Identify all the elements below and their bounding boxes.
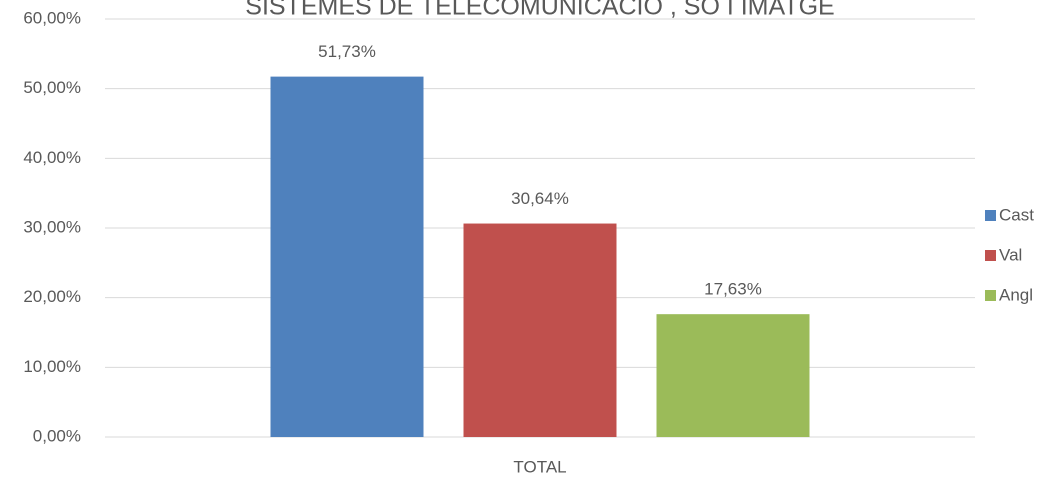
legend-label: Val — [999, 245, 1022, 264]
x-tick-label: TOTAL — [513, 457, 566, 476]
bar — [270, 76, 424, 438]
value-label: 51,73% — [318, 42, 376, 61]
y-tick-label: 10,00% — [23, 357, 81, 376]
y-tick-label: 50,00% — [23, 78, 81, 97]
legend-label: Angl — [999, 285, 1033, 304]
value-label: 30,64% — [511, 189, 569, 208]
chart-title: SISTEMES DE TELECOMUNICACIÓ , SO I IMATG… — [245, 0, 834, 21]
value-label: 17,63% — [704, 280, 762, 299]
legend-swatch — [985, 290, 996, 301]
legend-swatch — [985, 210, 996, 221]
y-tick-label: 40,00% — [23, 148, 81, 167]
legend-swatch — [985, 250, 996, 261]
y-tick-label: 20,00% — [23, 287, 81, 306]
bar — [463, 223, 617, 437]
y-tick-label: 60,00% — [23, 8, 81, 27]
bar — [656, 314, 810, 437]
y-tick-label: 30,00% — [23, 217, 81, 236]
y-tick-label: 0,00% — [33, 426, 81, 445]
legend-label: Cast — [999, 205, 1034, 224]
